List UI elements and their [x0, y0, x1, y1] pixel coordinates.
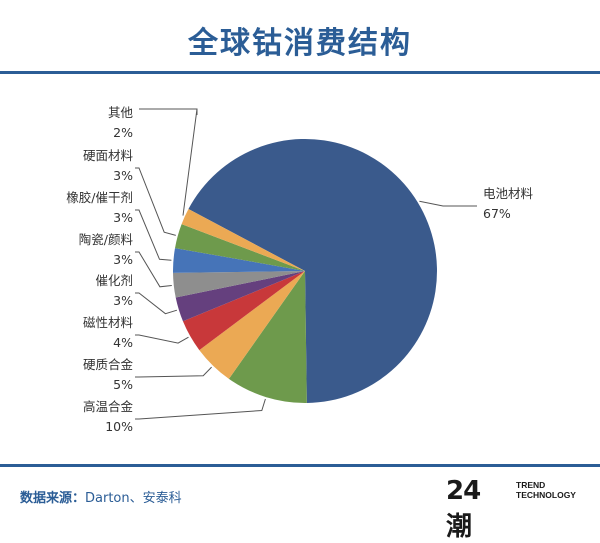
leader-line-8 [135, 167, 176, 236]
slice-name-label: 橡胶/催干剂 [66, 190, 133, 205]
pie-slice-6 [173, 271, 305, 298]
top-divider [0, 71, 600, 74]
leader-line-3 [135, 366, 212, 378]
pie-slice-3 [199, 271, 305, 379]
slice-name-label: 磁性材料 [83, 315, 134, 330]
pie-slices [172, 139, 437, 404]
leader-lines [135, 108, 477, 420]
leader-line-9 [139, 108, 198, 216]
slice-value-label: 2% [113, 125, 133, 140]
slice-value-label: 3% [113, 210, 133, 225]
slice-name-label: 陶瓷/颜料 [79, 232, 134, 247]
slice-name-label: 其他 [108, 105, 134, 120]
slice-value-label: 3% [113, 252, 133, 267]
pie-slice-9 [181, 209, 305, 271]
slice-name-label: 电池材料 [483, 186, 534, 201]
logo-line-2: TECHNOLOGY [516, 490, 576, 500]
pie-slice-2 [228, 271, 307, 404]
pie-chart: 电池材料 67% 高温合金 10% 硬质合金 5% 磁性材料 4% 催化剂 3% 陶瓷/颜料 3% 橡胶… [66, 105, 533, 434]
leader-line-4 [135, 334, 189, 344]
slice-value-label: 3% [113, 168, 133, 183]
slice-value-label: 10% [105, 419, 133, 434]
leader-line-7 [135, 209, 172, 261]
slice-name-label: 高温合金 [83, 399, 134, 414]
leader-line-6 [135, 251, 172, 288]
source-label: 数据来源： [20, 491, 86, 506]
pie-slice-1 [188, 139, 437, 403]
slice-name-label: 催化剂 [95, 273, 133, 288]
data-source: 数据来源：Darton、安泰科 [20, 487, 182, 506]
logo-mark: 24潮 [446, 476, 481, 542]
leader-line-1 [419, 200, 477, 207]
slice-name-label: 硬面材料 [83, 148, 134, 163]
leader-line-2 [135, 398, 266, 420]
slice-value-label: 5% [113, 377, 133, 392]
bottom-divider [0, 464, 600, 467]
slice-labels: 电池材料 67% 高温合金 10% 硬质合金 5% 磁性材料 4% 催化剂 3% 陶瓷/颜料 3% 橡胶… [66, 105, 533, 434]
slice-value-label: 3% [113, 293, 133, 308]
slice-value-label: 67% [483, 206, 511, 221]
leader-line-5 [135, 292, 178, 315]
source-text: Darton、安泰科 [85, 491, 182, 506]
pie-slice-5 [175, 271, 305, 322]
logo-line-1: TREND [516, 480, 546, 490]
pie-slice-7 [172, 248, 305, 273]
slice-name-label: 硬质合金 [83, 357, 134, 372]
chart-title: 全球钴消费结构 [188, 26, 412, 61]
slice-value-label: 4% [113, 335, 133, 350]
logo-text: TREND TECHNOLOGY [516, 480, 576, 500]
pie-slice-8 [175, 224, 305, 271]
pie-slice-4 [182, 271, 305, 351]
